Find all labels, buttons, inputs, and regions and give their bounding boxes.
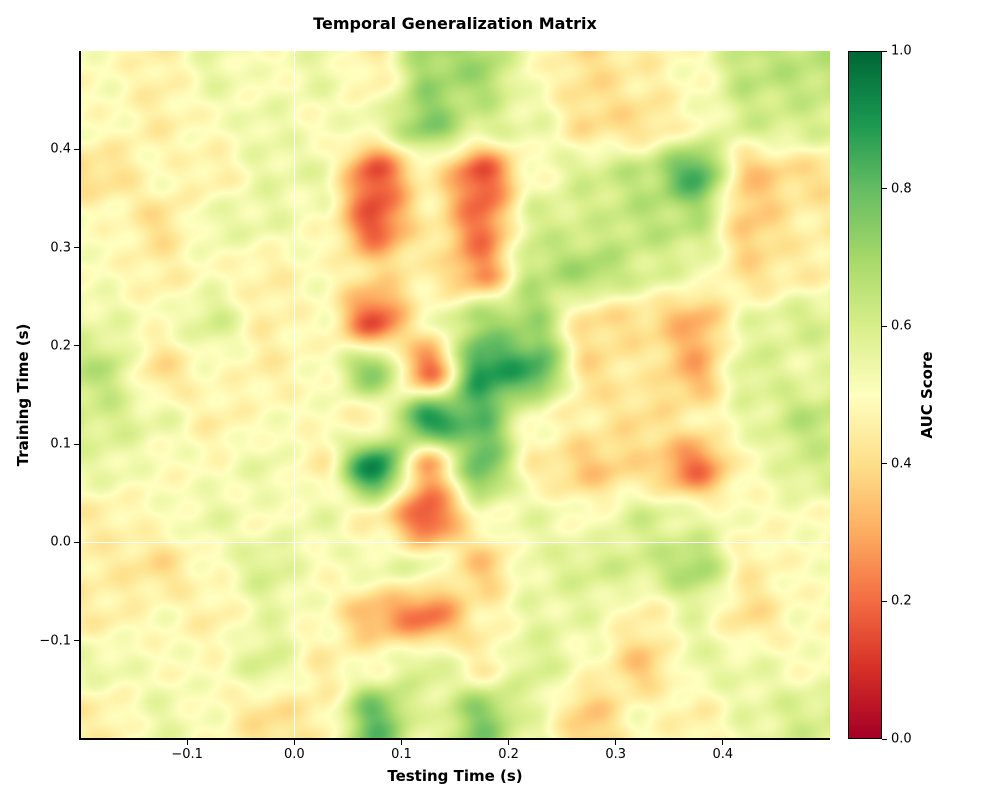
x-tick-mark <box>508 740 510 745</box>
y-tick-mark <box>74 640 79 642</box>
reference-line-x0 <box>293 51 295 739</box>
colorbar-tick-label: 0.4 <box>891 456 912 472</box>
y-tick-label: 0.2 <box>50 338 71 354</box>
y-tick-label: −0.1 <box>39 633 71 649</box>
colorbar-tick-mark <box>882 188 887 190</box>
y-tick-label: 0.1 <box>50 436 71 452</box>
colorbar-tick-label: 0.2 <box>891 593 912 609</box>
colorbar-tick-label: 0.6 <box>891 318 912 334</box>
x-tick-mark <box>186 740 188 745</box>
colorbar <box>848 51 882 739</box>
y-axis-spine <box>79 51 81 740</box>
colorbar-tick-mark <box>882 325 887 327</box>
x-tick-mark <box>615 740 617 745</box>
colorbar-tick-mark <box>882 50 887 52</box>
x-tick-label: 0.2 <box>498 747 519 762</box>
colorbar-label: AUC Score <box>918 351 936 439</box>
x-tick-label: 0.4 <box>712 747 734 762</box>
y-tick-mark <box>74 247 79 249</box>
y-tick-mark <box>74 148 79 150</box>
x-tick-label: 0.0 <box>283 747 305 762</box>
y-tick-label: 0.3 <box>50 240 71 256</box>
x-tick-mark <box>722 740 724 745</box>
colorbar-tick-mark <box>882 600 887 602</box>
y-tick-mark <box>74 541 79 543</box>
colorbar-tick-label: 0.8 <box>891 181 912 197</box>
y-tick-label: 0.4 <box>50 141 71 157</box>
x-axis-spine <box>79 738 830 740</box>
heatmap-image <box>80 51 830 739</box>
x-tick-label: −0.1 <box>171 747 203 762</box>
colorbar-tick-label: 1.0 <box>891 43 912 59</box>
colorbar-tick-label: 0.0 <box>891 731 912 747</box>
y-tick-mark <box>74 443 79 445</box>
chart-title: Temporal Generalization Matrix <box>313 14 597 33</box>
reference-line-y0 <box>80 541 830 543</box>
y-tick-label: 0.0 <box>50 534 71 550</box>
colorbar-tick-mark <box>882 738 887 740</box>
x-tick-label: 0.1 <box>391 747 412 762</box>
colorbar-tick-mark <box>882 463 887 465</box>
x-tick-mark <box>400 740 402 745</box>
x-tick-label: 0.3 <box>605 747 627 762</box>
x-axis-label: Testing Time (s) <box>387 767 523 785</box>
y-axis-label: Training Time (s) <box>14 323 32 467</box>
x-tick-mark <box>293 740 295 745</box>
y-tick-mark <box>74 345 79 347</box>
